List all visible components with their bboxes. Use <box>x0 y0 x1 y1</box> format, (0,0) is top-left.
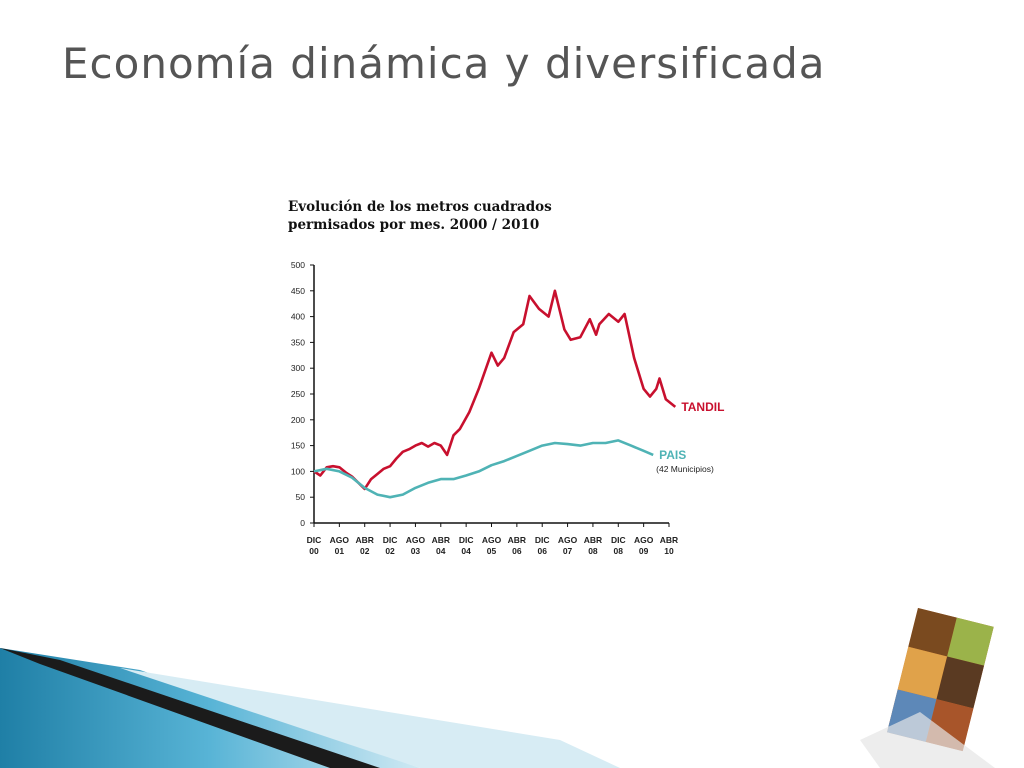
series-note: (42 Municipios) <box>656 464 714 474</box>
y-tick-label: 450 <box>291 286 305 296</box>
x-tick-label: DIC 02 <box>383 535 398 556</box>
x-tick-label: AGO 03 <box>406 535 426 556</box>
chart-title: permisados por mes. 2000 / 2010 <box>288 217 539 233</box>
chart: Evolución de los metros cuadrados permisa… <box>288 199 724 556</box>
slide-title: Economía dinámica y diversificada <box>62 39 826 88</box>
x-tick-label: ABR 04 <box>432 535 450 556</box>
y-tick-label: 200 <box>291 415 305 425</box>
y-tick-label: 400 <box>291 312 305 322</box>
x-tick-label: ABR 10 <box>660 535 678 556</box>
y-tick-label: 250 <box>291 389 305 399</box>
series-line <box>313 439 654 499</box>
x-tick-label: AGO 07 <box>558 535 578 556</box>
x-tick-label: DIC 04 <box>459 535 474 556</box>
y-tick-label: 350 <box>291 337 305 347</box>
y-tick-label: 0 <box>300 518 305 528</box>
y-tick-label: 150 <box>291 441 305 451</box>
x-tick-label: ABR 08 <box>584 535 602 556</box>
x-tick-label: DIC 00 <box>307 535 322 556</box>
x-tick-label: DIC 08 <box>611 535 626 556</box>
x-tick-label: DIC 06 <box>535 535 550 556</box>
y-tick-label: 300 <box>291 363 305 373</box>
x-tick-label: ABR 06 <box>508 535 526 556</box>
chart-title: Evolución de los metros cuadrados <box>288 199 552 215</box>
x-tick-label: AGO 05 <box>482 535 502 556</box>
y-tick-label: 100 <box>291 466 305 476</box>
x-tick-label: AGO 09 <box>634 535 654 556</box>
y-tick-label: 50 <box>296 492 306 502</box>
y-tick-label: 500 <box>291 260 305 270</box>
decor-swoosh-light <box>120 668 620 768</box>
series-label: PAIS <box>659 448 686 462</box>
x-tick-label: ABR 02 <box>356 535 374 556</box>
series-line <box>313 289 677 491</box>
series-label: TANDIL <box>681 400 724 414</box>
x-tick-label: AGO 01 <box>330 535 350 556</box>
collage-shadow <box>860 712 995 768</box>
decor-stripe <box>0 648 380 768</box>
